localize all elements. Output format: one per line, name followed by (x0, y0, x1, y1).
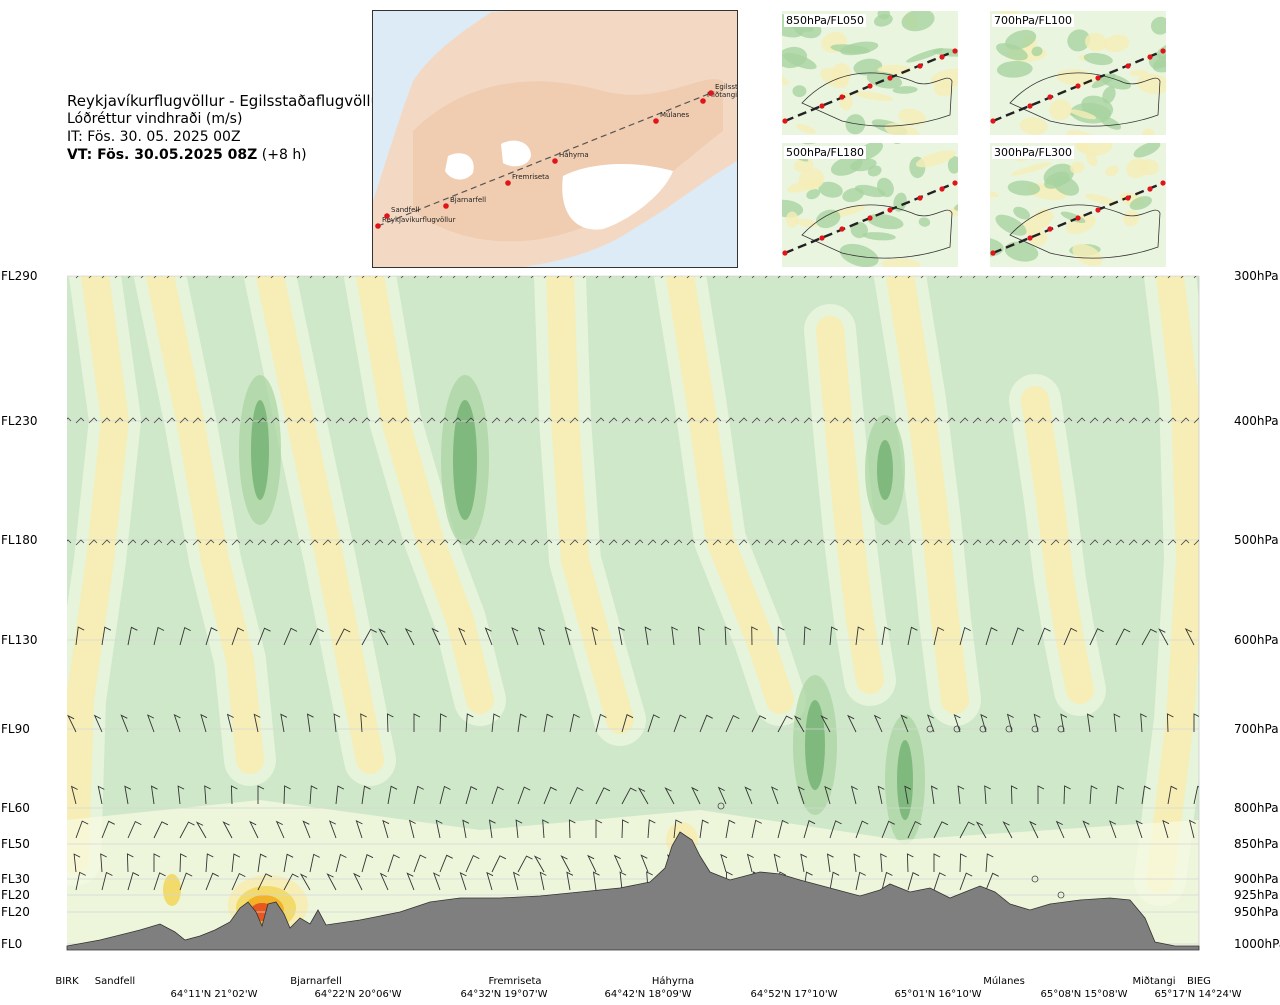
route-map[interactable]: Reykjavíkurflugvöllur Sandfell Bjarnarfell… (372, 10, 738, 268)
route-title: Reykjavíkurflugvöllur - Egilsstaðaflugvö… (67, 92, 387, 110)
waypoint-label: BIEG (1187, 976, 1211, 987)
flight-level-label: FL290 (1, 269, 38, 283)
route-map-drawing: Reykjavíkurflugvöllur Sandfell Bjarnarfell… (373, 11, 737, 267)
valid-time: VT: Fös. 30.05.2025 08Z (+8 h) (67, 146, 386, 164)
pressure-level-label: 800hPa (1234, 801, 1279, 815)
flight-level-label: FL90 (1, 722, 30, 736)
flight-level-label: FL180 (1, 533, 38, 547)
map-waypoint-label: Háhyrna (559, 151, 589, 159)
flight-level-label: FL50 (1, 837, 30, 851)
minimap-500-field (782, 143, 958, 267)
map-waypoint (653, 118, 659, 124)
map-waypoint-markers: Reykjavíkurflugvöllur Sandfell Bjarnarfell… (375, 83, 737, 229)
minimap-700[interactable]: 700hPa/FL100 (990, 11, 1166, 135)
minimap-300[interactable]: 300hPa/FL300 (990, 143, 1166, 267)
pressure-level-label: 400hPa (1234, 414, 1279, 428)
coordinate-label: 64°52'N 17°10'W (751, 989, 838, 1000)
valid-time-lead: (+8 h) (257, 147, 307, 163)
waypoint-label: Bjarnarfell (290, 976, 342, 987)
minimap-700-field (990, 11, 1166, 135)
minimap-500[interactable]: 500hPa/FL180 (782, 143, 958, 267)
route-axis: BIRK Sandfell Bjarnarfell Fremriseta Háhyrna… (55, 975, 1241, 1000)
map-waypoint (708, 90, 714, 96)
map-waypoint-label: Miðtangi (707, 91, 737, 99)
map-highland (413, 79, 723, 242)
map-waypoint-label: Egilsstaðir (715, 83, 737, 91)
pressure-level-label: 600hPa (1234, 633, 1279, 647)
pressure-levels (67, 275, 1200, 950)
chart-title-block: Reykjavíkurflugvöllur - Egilsstaðaflugvö… (67, 92, 386, 164)
pressure-level-label: 700hPa (1234, 722, 1279, 736)
waypoint-label: Sandfell (95, 976, 135, 987)
map-waypoint-label: Reykjavíkurflugvöllur (382, 216, 456, 224)
map-waypoint (552, 158, 558, 164)
flight-level-label: FL230 (1, 414, 38, 428)
flight-level-label: FL20 (1, 888, 30, 902)
plot-background (67, 276, 1199, 950)
chart-subtitle: Lóðréttur vindhraði (m/s) (67, 111, 243, 127)
waypoint-label: Háhyrna (652, 975, 694, 987)
vertical-velocity-field (67, 276, 1199, 950)
map-waypoint (443, 203, 449, 209)
map-glacier-vatnajokull (562, 164, 673, 230)
pressure-level-label: 1000hPa (1234, 937, 1280, 951)
terrain-profile (66, 831, 1200, 951)
coordinate-label: 65°17'N 14°24'W (1155, 989, 1242, 1000)
minimap-500-label: 500hPa/FL180 (784, 146, 867, 159)
coordinate-label: 64°22'N 20°06'W (315, 989, 402, 1000)
waypoint-label: Fremriseta (488, 976, 541, 987)
pressure-level-label: 925hPa (1234, 888, 1279, 902)
pressure-level-label: 300hPa (1234, 269, 1279, 283)
coordinate-label: 64°42'N 18°09'W (605, 989, 692, 1000)
flight-level-label: FL30 (1, 872, 30, 886)
flight-level-label: FL130 (1, 633, 38, 647)
valid-time-main: VT: Fös. 30.05.2025 08Z (67, 147, 258, 163)
axis-labels: FL290 300hPa FL230 400hPa FL180 500hPa FL130 60… (1, 269, 1280, 951)
issue-time: IT: Fös. 30. 05. 2025 00Z (67, 129, 241, 145)
minimap-300-label: 300hPa/FL300 (992, 146, 1075, 159)
pressure-level-label: 950hPa (1234, 905, 1279, 919)
map-glacier-hofsjokull (501, 140, 531, 167)
minimap-850-field (782, 11, 958, 135)
map-sea-west (373, 11, 493, 201)
wind-barbs (67, 276, 1199, 899)
coordinate-label: 64°32'N 19°07'W (461, 989, 548, 1000)
flight-level-label: FL0 (1, 937, 22, 951)
coordinate-label: 65°01'N 16°10'W (895, 989, 982, 1000)
flight-level-label: FL20 (1, 905, 30, 919)
waypoint-label: BIRK (55, 976, 79, 987)
map-waypoint-label: Bjarnarfell (450, 196, 486, 204)
coordinate-label: 65°08'N 15°08'W (1041, 989, 1128, 1000)
minimap-850-label: 850hPa/FL050 (784, 14, 867, 27)
pressure-level-label: 500hPa (1234, 533, 1279, 547)
map-waypoint-label: Múlanes (660, 111, 689, 119)
map-waypoint (384, 213, 390, 219)
map-glacier-langjokull (445, 153, 474, 180)
map-waypoint-label: Fremriseta (512, 173, 549, 181)
map-waypoint (700, 98, 706, 104)
pressure-level-label: 850hPa (1234, 837, 1279, 851)
waypoint-label: Múlanes (983, 975, 1025, 987)
pressure-level-label: 900hPa (1234, 872, 1279, 886)
minimap-850[interactable]: 850hPa/FL050 (782, 11, 958, 135)
waypoint-label: Miðtangi (1132, 976, 1175, 987)
coordinate-label: 64°11'N 21°02'W (171, 989, 258, 1000)
minimap-700-label: 700hPa/FL100 (992, 14, 1075, 27)
map-waypoint (375, 223, 381, 229)
map-waypoint-label: Sandfell (391, 206, 419, 214)
flight-level-label: FL60 (1, 801, 30, 815)
map-waypoint (505, 180, 511, 186)
minimap-300-field (990, 143, 1166, 267)
